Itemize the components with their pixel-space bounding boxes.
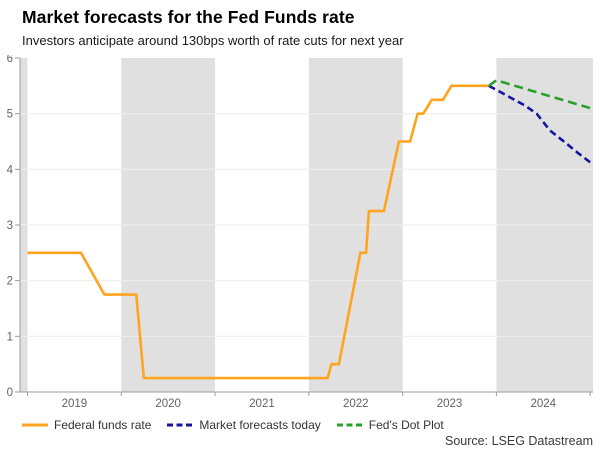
x-tick-label: 2019 <box>62 398 88 410</box>
legend-swatch-dashed-line-icon <box>167 423 194 427</box>
legend-label-market-forecasts-today: Market forecasts today <box>199 418 321 432</box>
x-tick-label: 2020 <box>155 398 181 410</box>
x-tick-label: 2024 <box>530 398 556 410</box>
chart-title: Market forecasts for the Fed Funds rate <box>22 7 355 27</box>
series-feds-dot-plot <box>488 78 591 110</box>
series-market-forecasts-today <box>488 84 593 165</box>
series-federal-funds-rate <box>27 84 489 380</box>
source-credit: Source: LSEG Datastream <box>445 434 593 448</box>
y-tick-label: 4 <box>7 164 14 176</box>
legend-item-feds-dot-plot: Fed's Dot Plot <box>336 418 444 432</box>
legend-item-market-forecasts-today: Market forecasts today <box>167 418 321 432</box>
y-tick-label: 3 <box>7 220 13 232</box>
y-tick-label: 5 <box>7 109 13 121</box>
y-tick-label: 1 <box>7 331 13 343</box>
fed-funds-rate-chart: 0 1 2 3 4 5 6 2019 2020 2021 2022 2023 2024 <box>7 55 593 410</box>
x-tick-label: 2021 <box>249 398 275 410</box>
legend-swatch-dashed-line-icon <box>336 423 363 427</box>
y-tick-label: 0 <box>7 387 13 399</box>
x-tick-label: 2023 <box>437 398 463 410</box>
x-tick-label: 2022 <box>343 398 369 410</box>
legend-label-feds-dot-plot: Fed's Dot Plot <box>368 418 444 432</box>
y-tick-label: 6 <box>7 55 13 65</box>
legend-item-federal-funds-rate: Federal funds rate <box>22 418 151 432</box>
chart-subtitle: Investors anticipate around 130bps worth… <box>22 33 404 48</box>
chart-legend: Federal funds rate Market forecasts toda… <box>22 418 444 432</box>
y-tick-label: 2 <box>7 276 13 288</box>
legend-label-federal-funds-rate: Federal funds rate <box>54 418 152 432</box>
legend-swatch-solid-line-icon <box>22 423 48 427</box>
